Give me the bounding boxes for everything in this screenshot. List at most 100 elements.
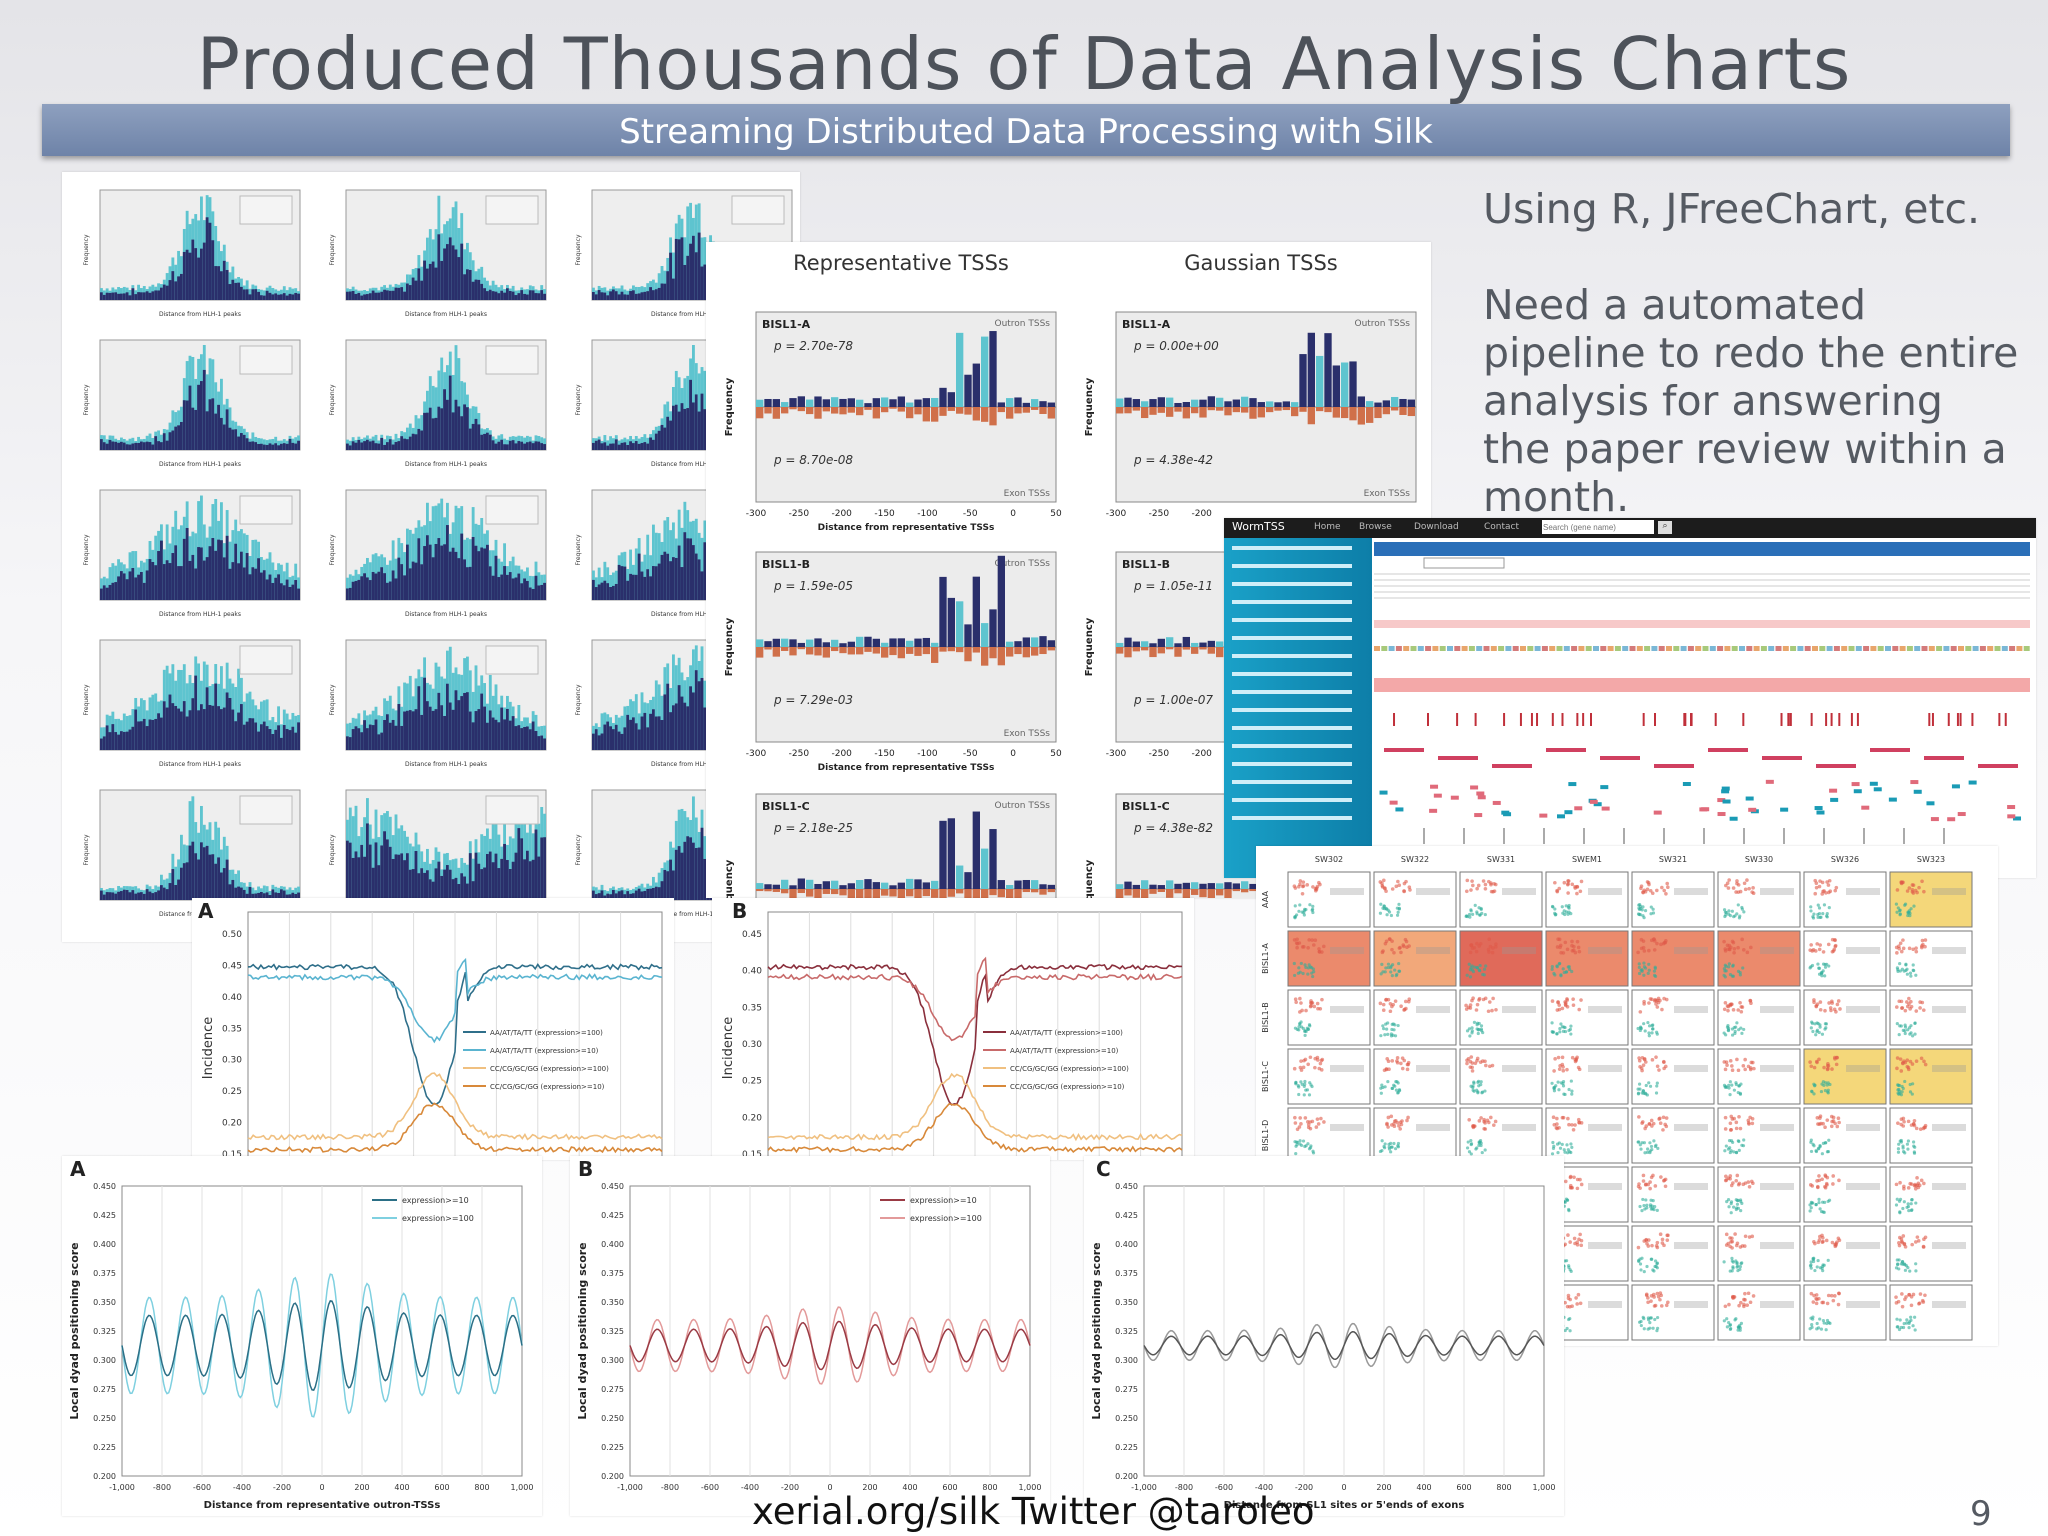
- sequence-block: [1848, 646, 1855, 651]
- scatter-point: [1293, 904, 1297, 908]
- histogram-bar-light: [652, 524, 655, 600]
- histogram-bar-dark: [677, 239, 681, 300]
- sequence-block: [1622, 646, 1629, 651]
- scatter-point: [1833, 1121, 1837, 1126]
- scatter-point: [1822, 1210, 1826, 1214]
- wormtss-app-name[interactable]: WormTSS: [1232, 520, 1285, 533]
- scatter-point: [1642, 1203, 1646, 1208]
- heatmap-cell: [1717, 1225, 1801, 1282]
- histogram-bar-dark: [171, 553, 175, 600]
- histogram-bar-dark: [257, 443, 260, 450]
- histogram-bar-dark: [417, 538, 421, 600]
- histogram-bar-dark: [200, 248, 203, 300]
- scatter-point: [1724, 1033, 1728, 1037]
- histogram-bar-dark: [443, 869, 446, 900]
- tss-bar-up: [939, 576, 947, 647]
- histogram-bar-dark: [237, 563, 240, 600]
- scatter-point: [1301, 884, 1305, 889]
- scatter-point: [1649, 1257, 1653, 1261]
- histogram-bar-dark: [592, 442, 595, 450]
- heatmap-cell: [1545, 871, 1629, 928]
- scatter-point: [1573, 1123, 1577, 1127]
- histogram-bar-dark: [652, 439, 655, 450]
- tss-bar-up: [1116, 398, 1124, 407]
- histogram-bar-light: [214, 821, 218, 900]
- scatter-point: [1641, 1089, 1646, 1093]
- histogram-bar-dark: [508, 290, 512, 300]
- scatter-point: [1815, 1060, 1819, 1065]
- scatter-point: [1734, 1120, 1739, 1125]
- wormtss-menu-browse[interactable]: Browse: [1359, 522, 1392, 532]
- wormtss-menu-contact[interactable]: Contact: [1484, 522, 1520, 532]
- tss-bar-down: [772, 889, 780, 892]
- histogram-bar-dark: [474, 852, 478, 900]
- sequence-block: [1461, 646, 1468, 651]
- histogram-bar-dark: [297, 440, 300, 450]
- tss-bar-up: [1149, 643, 1157, 647]
- scatter-point: [1909, 1202, 1913, 1206]
- histogram-bar-dark: [117, 293, 120, 300]
- sequence-block: [1395, 646, 1402, 651]
- histogram-bar-dark: [265, 579, 269, 600]
- histogram-bar-dark: [606, 893, 610, 900]
- sequence-block: [1468, 646, 1475, 651]
- scatter-point: [1655, 888, 1659, 893]
- side-text-line-1: Using R, JFreeChart, etc.: [1483, 185, 1981, 233]
- side-text-line-2: Need a automated pipeline to redo the en…: [1483, 281, 2019, 521]
- histogram-bar-dark: [108, 292, 112, 300]
- histogram-bar-dark: [137, 292, 140, 300]
- wormtss-menu-download[interactable]: Download: [1414, 522, 1459, 532]
- scatter-point: [1469, 1138, 1473, 1143]
- scatter-point: [1302, 913, 1306, 917]
- histogram-bar-dark: [689, 686, 692, 750]
- scatter-point: [1293, 1115, 1297, 1120]
- tss-bar-up: [1047, 640, 1055, 647]
- histogram-bar-dark: [137, 442, 140, 450]
- tss-bar-up: [964, 374, 972, 407]
- histogram-bar-dark: [142, 292, 146, 300]
- histogram-bar-dark: [597, 584, 601, 600]
- scatter-point: [1570, 969, 1574, 974]
- histogram-bar-dark: [357, 292, 361, 300]
- wormtss-search-input[interactable]: [1542, 520, 1654, 534]
- scatter-point: [1661, 941, 1666, 946]
- scatter-point: [1731, 886, 1736, 890]
- heatmap-cell: [1717, 1048, 1801, 1105]
- tss-bar-up: [1141, 880, 1149, 889]
- scatter-point: [1469, 1152, 1473, 1156]
- tss-bar-up: [1199, 883, 1207, 889]
- cell-p-value: [1416, 947, 1450, 954]
- scatter-point: [1735, 1173, 1740, 1178]
- histogram-bar-dark: [165, 889, 169, 900]
- scatter-point: [1565, 947, 1570, 952]
- sequence-block: [1987, 646, 1994, 651]
- histogram-bar-dark: [386, 582, 389, 600]
- scatter-point: [1808, 966, 1812, 970]
- scatter-point: [1478, 1138, 1483, 1143]
- tss-bar-down: [822, 407, 830, 412]
- search-icon[interactable]: ⌕: [1658, 521, 1672, 534]
- tss-bar-up: [864, 403, 872, 407]
- histogram-bar-dark: [534, 441, 538, 450]
- histogram-bar-light: [234, 687, 238, 750]
- scatter-point: [1907, 996, 1911, 1001]
- histogram-bar-dark: [440, 545, 444, 600]
- scatter-point: [1393, 1147, 1398, 1151]
- scatter-point: [1313, 888, 1318, 893]
- histogram-bar-dark: [214, 863, 218, 900]
- genome-tracks: [1232, 542, 2030, 844]
- motif-logo: [485, 645, 539, 675]
- histogram-bar-dark: [208, 222, 212, 300]
- histogram-bar-dark: [214, 266, 218, 300]
- histogram-bar-dark: [417, 268, 421, 300]
- scatter-point: [1563, 1179, 1568, 1184]
- sequence-block: [1965, 646, 1972, 651]
- tss-bar-up: [822, 399, 830, 407]
- histogram-bar-dark: [174, 884, 178, 900]
- scatter-point: [1731, 974, 1735, 978]
- cell-p-value: [1674, 1183, 1708, 1190]
- scatter-point: [1479, 1143, 1483, 1148]
- wormtss-menu-home[interactable]: Home: [1314, 522, 1341, 532]
- tss-bar-up: [1022, 637, 1030, 647]
- scatter-point: [1734, 1179, 1739, 1183]
